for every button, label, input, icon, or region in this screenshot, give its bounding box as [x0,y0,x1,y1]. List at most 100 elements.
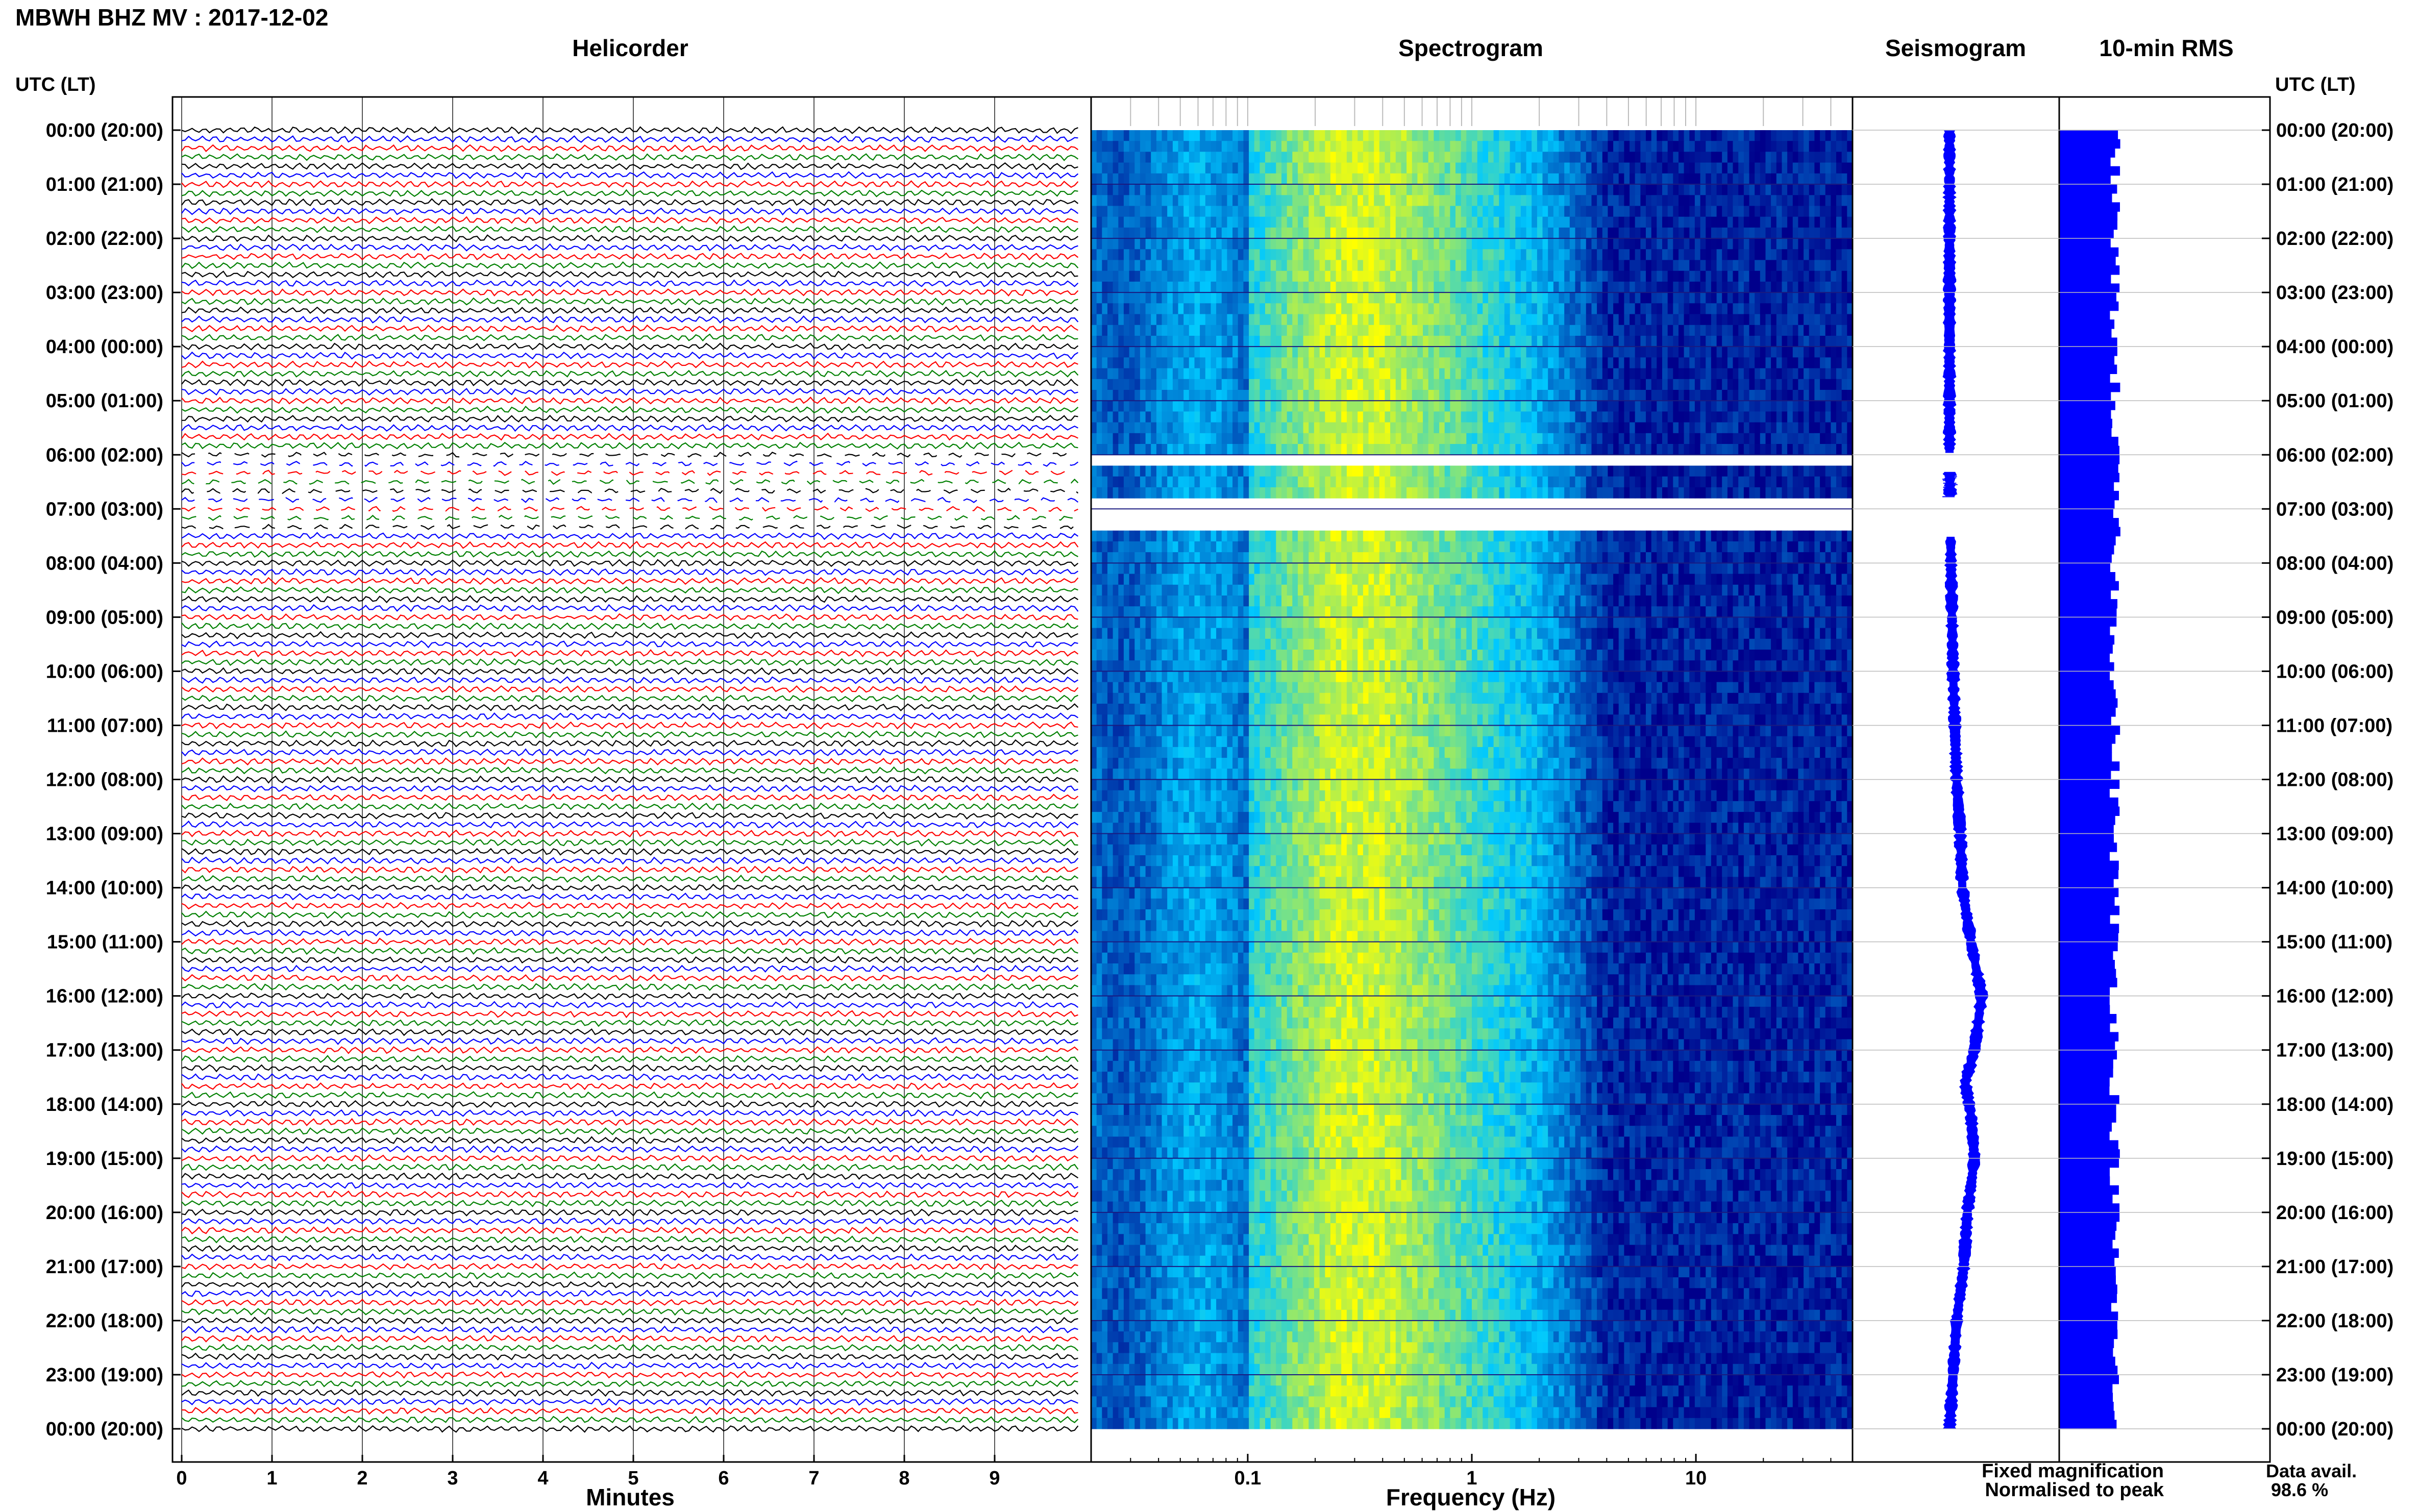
spectrogram-cell [1352,476,1358,488]
spectrogram-cell [1684,444,1690,455]
spectrogram-cell [1368,401,1374,412]
spectrogram-cell [1374,141,1380,152]
spectrogram-cell [1679,357,1685,369]
spectrogram-cell [1232,249,1239,261]
spectrogram-cell [1635,260,1641,271]
spectrogram-cell [1194,260,1200,271]
spectrogram-cell [1787,379,1793,390]
spectrogram-cell [1602,195,1609,207]
spectrogram-cell [1216,411,1222,423]
spectrogram-cell [1238,260,1244,271]
spectrogram-cell [1782,336,1788,347]
spectrogram-cell [1711,152,1717,163]
spectrogram-cell [1591,130,1597,141]
spectrogram-cell [1733,541,1739,553]
spectrogram-cell [1640,465,1646,477]
spectrogram-cell [1265,292,1271,304]
spectrogram-cell [1260,162,1266,174]
spectrogram-cell [1472,552,1478,563]
spectrogram-cell [1722,487,1728,499]
spectrogram-cell [1749,476,1755,488]
spectrogram-cell [1260,530,1266,542]
spectrogram-cell [1151,152,1157,163]
spectrogram-cell [1706,444,1712,455]
spectrogram-cell [1722,346,1728,358]
spectrogram-cell [1776,541,1783,553]
spectrogram-cell [1466,530,1472,542]
spectrogram-cell [1575,379,1581,390]
spectrogram-cell [1374,173,1380,185]
spectrogram-cell [1216,206,1222,217]
spectrogram-cell [1211,281,1217,293]
spectrogram-cell [1483,152,1489,163]
spectrogram-cell [1303,238,1309,250]
spectrogram-cell [1330,552,1337,563]
spectrogram-cell [1755,281,1761,293]
spectrogram-cell [1809,260,1815,271]
spectrogram-cell [1249,476,1255,488]
spectrogram-cell [1526,303,1532,315]
spectrogram-cell [1733,162,1739,174]
spectrogram-cell [1564,281,1570,293]
spectrogram-cell [1466,422,1472,434]
spectrogram-cell [1646,379,1652,390]
spectrogram-cell [1227,216,1233,228]
spectrogram-cell [1091,325,1097,336]
spectrogram-cell [1102,336,1108,347]
spectrogram-cell [1760,152,1766,163]
spectrogram-cell [1809,195,1815,207]
spectrogram-cell [1102,152,1108,163]
spectrogram-cell [1249,270,1255,282]
spectrogram-cell [1706,206,1712,217]
spectrogram-cell [1434,173,1440,185]
spectrogram-cell [1537,152,1543,163]
spectrogram-cell [1776,401,1783,412]
spectrogram-cell [1140,238,1146,250]
spectrogram-cell [1260,336,1266,347]
spectrogram-cell [1357,422,1364,434]
spectrogram-cell [1194,141,1200,152]
spectrogram-cell [1096,433,1102,444]
spectrogram-cell [1477,433,1483,444]
spectrogram-cell [1412,325,1418,336]
spectrogram-cell [1319,216,1325,228]
spectrogram-cell [1553,444,1560,455]
spectrogram-cell [1727,270,1734,282]
spectrogram-cell [1493,401,1499,412]
spectrogram-cell [1499,162,1505,174]
spectrogram-cell [1673,422,1679,434]
spectrogram-cell [1618,411,1624,423]
spectrogram-cell [1738,368,1744,380]
spectrogram-cell [1792,162,1799,174]
spectrogram-cell [1260,379,1266,390]
spectrogram-cell [1483,314,1489,326]
spectrogram-cell [1129,444,1135,455]
spectrogram-cell [1706,249,1712,261]
spectrogram-cell [1787,390,1793,401]
spectrogram-cell [1303,303,1309,315]
spectrogram-cell [1227,433,1233,444]
spectrogram-cell [1798,270,1804,282]
spectrogram-cell [1792,270,1799,282]
spectrogram-cell [1646,292,1652,304]
spectrogram-cell [1564,390,1570,401]
spectrogram-cell [1107,368,1114,380]
spectrogram-cell [1428,227,1434,239]
spectrogram-cell [1515,216,1521,228]
spectrogram-cell [1667,195,1673,207]
spectrogram-cell [1395,238,1402,250]
spectrogram-cell [1804,152,1810,163]
spectrogram-cell [1183,195,1190,207]
spectrogram-cell [1232,303,1239,315]
spectrogram-cell [1129,216,1135,228]
spectrogram-cell [1624,249,1630,261]
spectrogram-cell [1357,216,1364,228]
spectrogram-cell [1743,325,1750,336]
spectrogram-cell [1091,368,1097,380]
spectrogram-cell [1172,130,1179,141]
spectrogram-cell [1477,162,1483,174]
spectrogram-cell [1722,465,1728,477]
spectrogram-cell [1450,325,1456,336]
spectrogram-cell [1472,206,1478,217]
spectrogram-cell [1630,260,1636,271]
